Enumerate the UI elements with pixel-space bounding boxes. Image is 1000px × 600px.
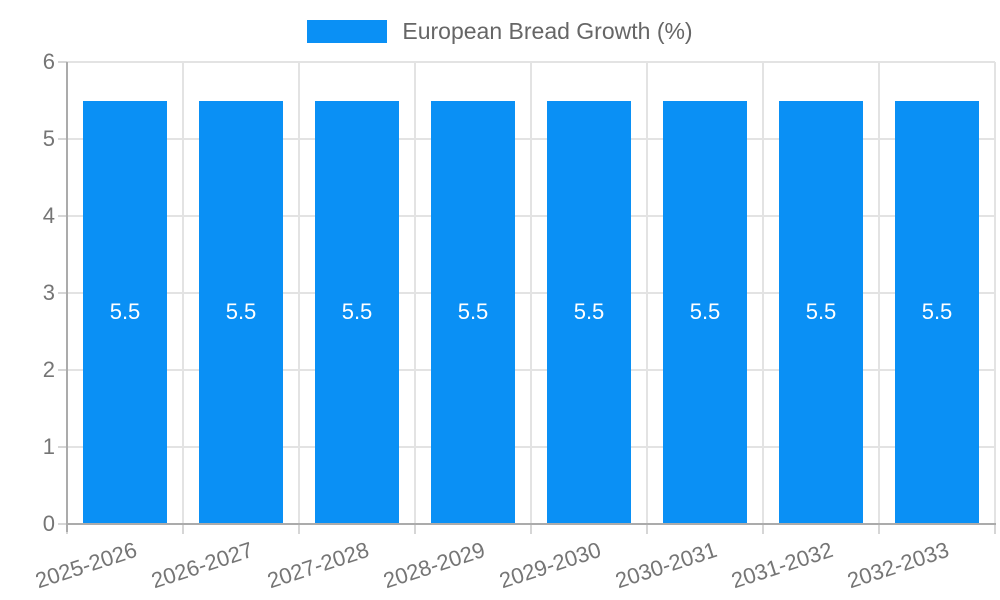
- bar-value-label: 5.5: [689, 299, 721, 325]
- x-axis-tick: [762, 524, 764, 534]
- y-axis-line: [66, 62, 68, 532]
- gridline-vertical: [878, 62, 880, 524]
- x-axis-line: [66, 523, 996, 525]
- y-axis-label: 6: [42, 49, 55, 74]
- bar-value-label: 5.5: [341, 299, 373, 325]
- bar: [199, 100, 283, 523]
- bar: [663, 100, 747, 523]
- gridline-vertical: [182, 62, 184, 524]
- x-axis-label: 2027-2028: [263, 537, 372, 594]
- y-axis-label: 0: [42, 511, 55, 536]
- y-axis-tick: [58, 138, 67, 140]
- x-axis-label: 2028-2029: [379, 537, 488, 594]
- gridline-vertical: [298, 62, 300, 524]
- gridline-vertical: [646, 62, 648, 524]
- bar: [83, 100, 167, 523]
- x-axis-tick: [646, 524, 648, 534]
- x-axis-label: 2025-2026: [31, 537, 140, 594]
- bar-value-label: 5.5: [921, 299, 953, 325]
- gridline-vertical: [414, 62, 416, 524]
- gridline-vertical: [530, 62, 532, 524]
- bar-value-label: 5.5: [805, 299, 837, 325]
- gridline-vertical: [762, 62, 764, 524]
- y-axis-label: 4: [42, 203, 55, 228]
- y-axis-tick: [58, 523, 67, 525]
- x-axis-tick: [182, 524, 184, 534]
- bar: [431, 100, 515, 523]
- x-axis-tick: [994, 524, 996, 534]
- x-axis-tick: [878, 524, 880, 534]
- x-axis-tick: [530, 524, 532, 534]
- x-axis-label: 2030-2031: [611, 537, 720, 594]
- y-axis-label: 3: [42, 280, 55, 305]
- y-axis-tick: [58, 61, 67, 63]
- legend-label: European Bread Growth (%): [402, 18, 693, 44]
- x-axis-label: 2032-2033: [843, 537, 952, 594]
- x-axis-label: 2029-2030: [495, 537, 604, 594]
- y-axis-tick: [58, 215, 67, 217]
- bar: [895, 100, 979, 523]
- x-axis-label: 2031-2032: [727, 537, 836, 594]
- bar-value-label: 5.5: [225, 299, 257, 325]
- y-axis-label: 1: [42, 434, 55, 459]
- bar: [779, 100, 863, 523]
- y-axis-tick: [58, 369, 67, 371]
- bar-value-label: 5.5: [109, 299, 141, 325]
- x-axis-tick: [414, 524, 416, 534]
- x-axis-label: 2026-2027: [147, 537, 256, 594]
- legend-swatch: [307, 20, 388, 43]
- chart-legend: European Bread Growth (%): [0, 18, 1000, 45]
- bar: [547, 100, 631, 523]
- bar-value-label: 5.5: [457, 299, 489, 325]
- y-axis-tick: [58, 446, 67, 448]
- bar: [315, 100, 399, 523]
- gridline-vertical: [994, 62, 996, 524]
- bar-value-label: 5.5: [573, 299, 605, 325]
- y-axis-label: 2: [42, 357, 55, 382]
- y-axis-label: 5: [42, 126, 55, 151]
- x-axis-tick: [298, 524, 300, 534]
- y-axis-tick: [58, 292, 67, 294]
